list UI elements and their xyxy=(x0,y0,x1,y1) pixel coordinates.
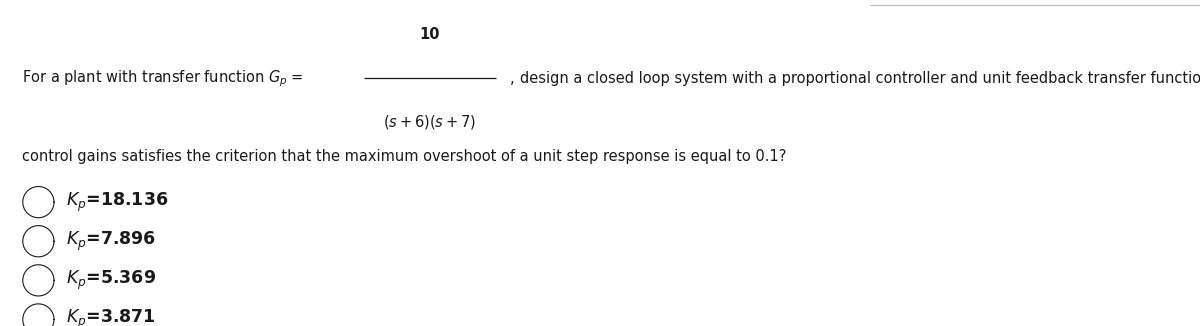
Text: $\mathit{K}_p$=5.369: $\mathit{K}_p$=5.369 xyxy=(66,269,156,292)
Text: $\mathit{K}_p$=7.896: $\mathit{K}_p$=7.896 xyxy=(66,230,156,253)
Text: For a plant with transfer function $\mathit{G}_p$ =: For a plant with transfer function $\mat… xyxy=(22,68,304,89)
Text: $(s+6)(s+7)$: $(s+6)(s+7)$ xyxy=(383,113,476,131)
Text: ,: , xyxy=(510,71,515,86)
Text: 10: 10 xyxy=(419,27,440,42)
Text: design a closed loop system with a proportional controller and unit feedback tra: design a closed loop system with a propo… xyxy=(520,71,1200,86)
Text: $\mathit{K}_p$=18.136: $\mathit{K}_p$=18.136 xyxy=(66,190,168,214)
Text: $\mathit{K}_p$=3.871: $\mathit{K}_p$=3.871 xyxy=(66,308,156,326)
Text: control gains satisfies the criterion that the maximum overshoot of a unit step : control gains satisfies the criterion th… xyxy=(22,149,786,164)
